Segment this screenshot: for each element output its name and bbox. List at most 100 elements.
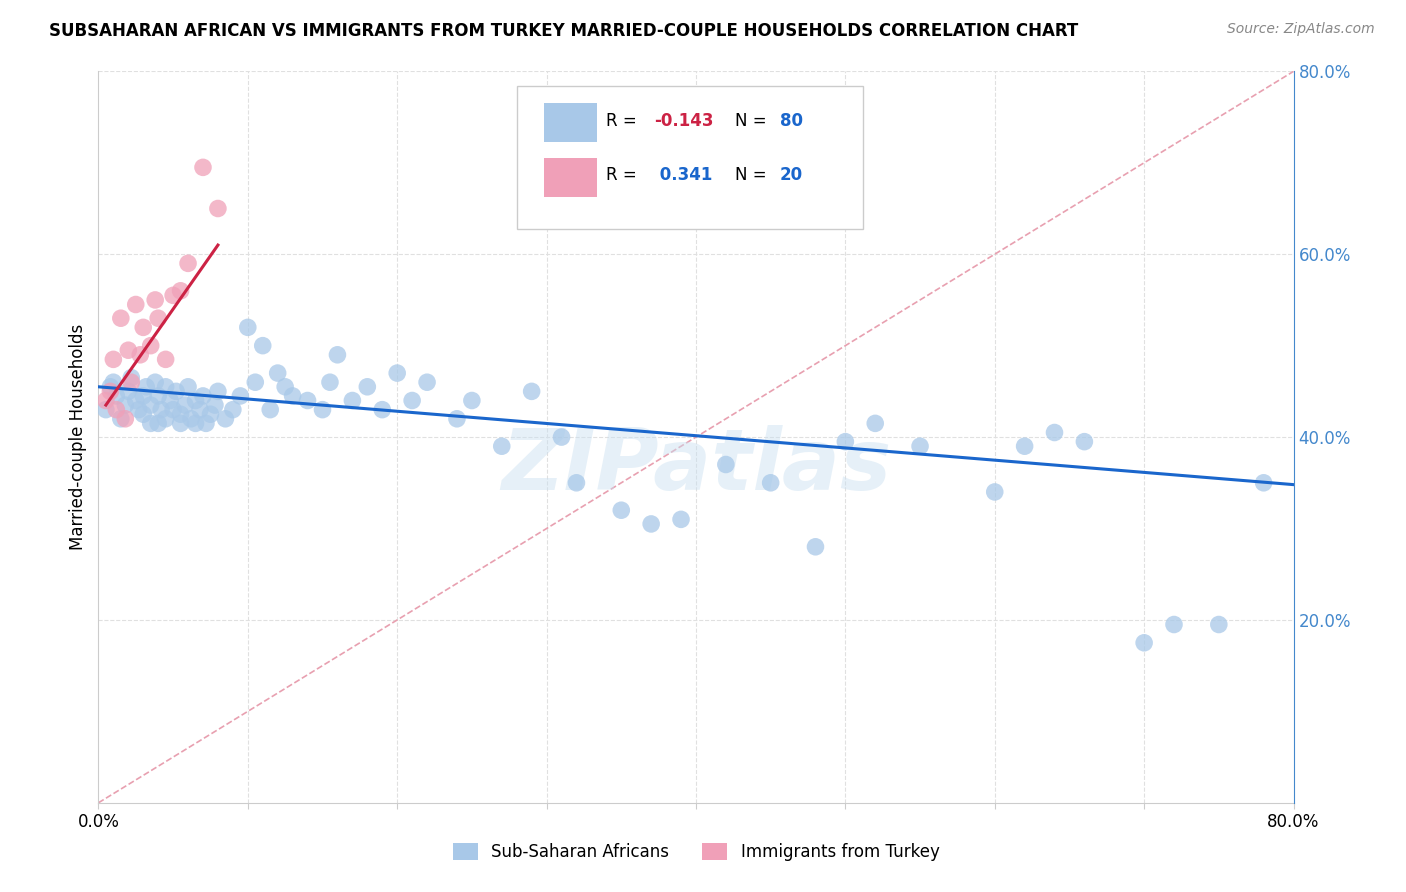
Text: ZIPatlas: ZIPatlas [501, 425, 891, 508]
Point [180, 412, 202, 426]
Point [326, 348, 349, 362]
Point [120, 370, 142, 384]
Point [94, 402, 117, 417]
Point [416, 375, 439, 389]
Point [669, 512, 692, 526]
Point [446, 412, 468, 426]
Point [356, 380, 378, 394]
Point [132, 320, 155, 334]
Point [342, 393, 364, 408]
Point [385, 366, 409, 380]
Text: R =: R = [606, 112, 643, 130]
Point [143, 375, 166, 389]
Point [120, 375, 142, 389]
Point [117, 343, 139, 358]
Point [297, 393, 319, 408]
Point [169, 284, 191, 298]
Point [1073, 434, 1095, 449]
Point [103, 352, 125, 367]
Point [125, 297, 148, 311]
Point [184, 393, 207, 408]
Point [148, 417, 170, 431]
FancyBboxPatch shape [517, 86, 863, 228]
Text: 80: 80 [780, 112, 803, 130]
Point [204, 398, 226, 412]
Point [132, 389, 155, 403]
Point [401, 393, 423, 408]
Point [125, 393, 148, 408]
Point [311, 402, 333, 417]
Point [114, 398, 136, 412]
Point [200, 407, 222, 421]
Point [169, 417, 191, 431]
Point [191, 161, 214, 175]
Point [148, 389, 170, 403]
Point [252, 338, 274, 352]
Point [371, 402, 394, 417]
Point [207, 202, 229, 216]
Text: 0.341: 0.341 [654, 166, 713, 185]
Point [159, 393, 181, 408]
Point [174, 398, 197, 412]
Point [222, 402, 245, 417]
Point [984, 485, 1007, 500]
Point [165, 384, 187, 399]
Point [1014, 439, 1036, 453]
Point [105, 402, 128, 417]
Point [520, 384, 543, 399]
Point [908, 439, 931, 453]
Point [640, 516, 662, 531]
Point [98, 380, 122, 394]
Point [184, 417, 207, 431]
Point [148, 311, 170, 326]
Point [177, 256, 200, 270]
Point [274, 380, 297, 394]
FancyBboxPatch shape [544, 158, 596, 197]
Point [139, 398, 162, 412]
Text: R =: R = [606, 166, 643, 185]
Point [865, 417, 887, 431]
Point [236, 320, 259, 334]
Text: N =: N = [735, 166, 772, 185]
Point [1253, 475, 1275, 490]
Point [834, 434, 856, 449]
Point [1208, 617, 1230, 632]
Point [98, 384, 122, 399]
Point [281, 389, 304, 403]
Point [229, 389, 252, 403]
Point [610, 503, 633, 517]
Point [139, 417, 162, 431]
Point [491, 439, 513, 453]
Point [143, 293, 166, 307]
Point [162, 288, 184, 302]
Point [714, 458, 737, 472]
Text: N =: N = [735, 112, 772, 130]
Text: SUBSAHARAN AFRICAN VS IMMIGRANTS FROM TURKEY MARRIED-COUPLE HOUSEHOLDS CORRELATI: SUBSAHARAN AFRICAN VS IMMIGRANTS FROM TU… [49, 22, 1078, 40]
Text: -0.143: -0.143 [654, 112, 714, 130]
Point [110, 412, 132, 426]
Point [135, 380, 157, 394]
Point [114, 412, 136, 426]
Point [110, 311, 132, 326]
Point [169, 407, 191, 421]
Point [550, 430, 572, 444]
Point [139, 338, 162, 352]
Point [1043, 425, 1066, 440]
Point [94, 393, 117, 408]
Point [150, 402, 173, 417]
Point [461, 393, 484, 408]
Point [1133, 636, 1156, 650]
Point [207, 384, 229, 399]
Point [162, 402, 184, 417]
Point [214, 412, 236, 426]
Text: Source: ZipAtlas.com: Source: ZipAtlas.com [1227, 22, 1375, 37]
Point [245, 375, 267, 389]
Point [105, 389, 128, 403]
Text: 20: 20 [780, 166, 803, 185]
Point [804, 540, 827, 554]
Point [132, 407, 155, 421]
Point [129, 348, 152, 362]
Point [1163, 617, 1185, 632]
Point [565, 475, 588, 490]
Point [191, 389, 214, 403]
